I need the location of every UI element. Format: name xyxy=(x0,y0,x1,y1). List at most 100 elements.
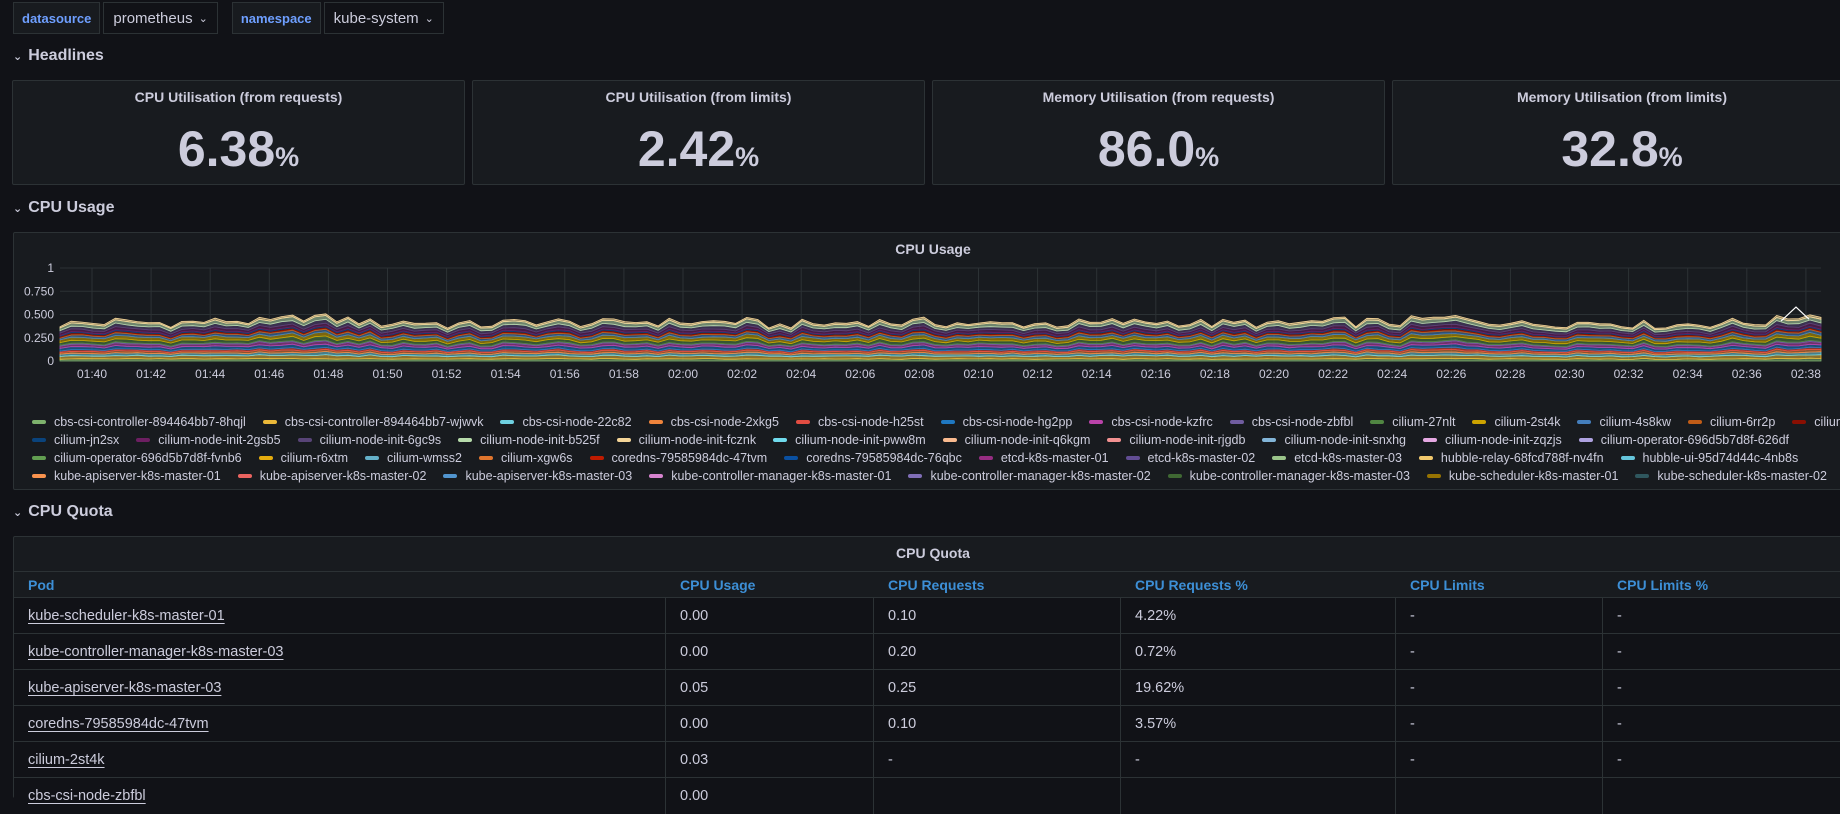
legend-item[interactable]: cilium-4s8kw xyxy=(1577,413,1671,431)
legend-item[interactable]: cilium-hvhkg xyxy=(1792,413,1840,431)
legend-label: cilium-node-init-zqzjs xyxy=(1445,433,1562,447)
legend-item[interactable]: cbs-csi-controller-894464bb7-8hqjl xyxy=(32,413,246,431)
legend-item[interactable]: etcd-k8s-master-02 xyxy=(1125,449,1255,467)
legend-item[interactable]: kube-scheduler-k8s-master-01 xyxy=(1426,467,1618,485)
pod-link[interactable]: cbs-csi-node-zbfbl xyxy=(28,788,146,804)
legend-item[interactable]: cilium-node-init-2gsb5 xyxy=(136,431,281,449)
column-header-cpu-requests-pct[interactable]: CPU Requests % xyxy=(1135,577,1248,593)
datasource-select[interactable]: prometheus ⌄ xyxy=(103,2,218,34)
legend-item[interactable]: etcd-k8s-master-03 xyxy=(1272,449,1402,467)
legend-swatch xyxy=(649,474,664,478)
legend-item[interactable]: cbs-csi-node-kzfrc xyxy=(1089,413,1213,431)
legend-item[interactable]: hubble-relay-68fcd788f-nv4fn xyxy=(1418,449,1604,467)
namespace-select[interactable]: kube-system ⌄ xyxy=(323,2,444,34)
legend-item[interactable]: cbs-csi-controller-894464bb7-wjwvk xyxy=(262,413,483,431)
pod-link[interactable]: kube-scheduler-k8s-master-01 xyxy=(28,608,225,624)
legend-item[interactable]: coredns-79585984dc-76qbc xyxy=(784,449,962,467)
chevron-down-icon: ⌄ xyxy=(424,12,434,25)
legend-item[interactable]: cbs-csi-node-22c82 xyxy=(500,413,632,431)
legend-item[interactable]: cbs-csi-node-hg2pp xyxy=(940,413,1072,431)
legend-item[interactable]: cilium-wmss2 xyxy=(364,449,462,467)
table-cell: 0.25 xyxy=(888,680,917,696)
legend-item[interactable]: kube-apiserver-k8s-master-03 xyxy=(443,467,632,485)
x-tick-label: 02:26 xyxy=(1436,367,1466,381)
legend-item[interactable]: cilium-node-init-q6kgm xyxy=(942,431,1090,449)
legend-item[interactable]: kube-controller-manager-k8s-master-01 xyxy=(649,467,891,485)
legend-item[interactable]: cilium-node-init-rjgdb xyxy=(1107,431,1245,449)
column-header-cpu-limits[interactable]: CPU Limits xyxy=(1410,577,1485,593)
column-header-pod[interactable]: Pod xyxy=(28,577,55,593)
table-row[interactable]: kube-scheduler-k8s-master-01 0.00 0.10 4.22… xyxy=(14,597,1840,634)
namespace-label: namespace xyxy=(231,2,321,34)
legend-item[interactable]: cilium-2st4k xyxy=(1472,413,1560,431)
legend-item[interactable]: kube-controller-manager-k8s-master-03 xyxy=(1167,467,1410,485)
cpu-usage-chart: 0 0.250 0.500 0.750 1 01:40 01:42 01:44 01:46 01:… xyxy=(24,261,1822,381)
legend-label: coredns-79585984dc-47tvm xyxy=(611,451,768,465)
panel-title: CPU Quota xyxy=(896,545,970,561)
legend-item[interactable]: coredns-79585984dc-47tvm xyxy=(589,449,768,467)
x-tick-label: 02:22 xyxy=(1318,367,1348,381)
legend-item[interactable]: cilium-operator-696d5b7d8f-626df xyxy=(1578,431,1789,449)
legend-item[interactable]: kube-apiserver-k8s-master-02 xyxy=(237,467,426,485)
legend-label: cilium-xgw6s xyxy=(500,451,573,465)
legend-item[interactable]: cilium-node-init-fcznk xyxy=(616,431,756,449)
legend-item[interactable]: kube-apiserver-k8s-master-01 xyxy=(32,467,221,485)
column-header-cpu-usage[interactable]: CPU Usage xyxy=(680,577,756,593)
legend-item[interactable]: cilium-node-init-6gc9s xyxy=(297,431,441,449)
column-divider xyxy=(1120,634,1121,670)
table-row[interactable]: cilium-2st4k 0.03 - - - - xyxy=(14,741,1840,778)
legend-swatch xyxy=(458,438,473,442)
legend-item[interactable]: cilium-node-init-b525f xyxy=(458,431,600,449)
pod-link[interactable]: coredns-79585984dc-47tvm xyxy=(28,716,209,732)
x-tick-label: 02:32 xyxy=(1614,367,1644,381)
x-tick-label: 02:38 xyxy=(1791,367,1821,381)
legend-item[interactable]: etcd-k8s-master-01 xyxy=(978,449,1109,467)
legend-item[interactable]: kube-controller-manager-k8s-master-02 xyxy=(908,467,1151,485)
pod-link[interactable]: kube-controller-manager-k8s-master-03 xyxy=(28,644,284,660)
legend-label: etcd-k8s-master-03 xyxy=(1294,451,1402,465)
legend-item[interactable]: cbs-csi-node-zbfbl xyxy=(1229,413,1353,431)
row-cpu-usage[interactable]: ⌄ CPU Usage xyxy=(13,197,114,219)
table-row[interactable]: kube-apiserver-k8s-master-03 0.05 0.25 19.6… xyxy=(14,669,1840,706)
table-row[interactable]: kube-controller-manager-k8s-master-03 0.0… xyxy=(14,633,1840,670)
table-cell: 0.10 xyxy=(888,608,917,624)
legend-swatch xyxy=(1578,438,1593,442)
legend-item[interactable]: cilium-node-init-pww8m xyxy=(773,431,926,449)
legend-swatch xyxy=(237,474,252,478)
x-tick-label: 02:24 xyxy=(1377,367,1407,381)
legend-item[interactable]: cilium-6rr2p xyxy=(1688,413,1775,431)
table-cell: - xyxy=(1410,716,1415,732)
x-tick-label: 02:16 xyxy=(1141,367,1171,381)
table-row[interactable]: coredns-79585984dc-47tvm 0.00 0.10 3.57% - - xyxy=(14,705,1840,742)
pod-link[interactable]: cilium-2st4k xyxy=(28,752,105,768)
legend-label: cilium-r6xtm xyxy=(280,451,348,465)
table-cell: 19.62% xyxy=(1135,680,1185,696)
legend-item[interactable]: cbs-csi-node-2xkg5 xyxy=(648,413,779,431)
row-cpu-quota[interactable]: ⌄ CPU Quota xyxy=(13,501,113,523)
table-row[interactable]: cbs-csi-node-zbfbl 0.00 xyxy=(14,777,1840,814)
legend-row: kube-apiserver-k8s-master-01 kube-apiserv… xyxy=(32,467,1832,485)
stat-title: Memory Utilisation (from requests) xyxy=(1042,89,1275,105)
column-header-cpu-limits-pct[interactable]: CPU Limits % xyxy=(1617,577,1709,593)
legend-item[interactable]: hubble-ui-95d74d44c-4nb8s xyxy=(1620,449,1798,467)
column-divider xyxy=(665,742,666,778)
row-headlines[interactable]: ⌄ Headlines xyxy=(13,45,104,67)
legend-swatch xyxy=(262,420,277,424)
legend-item[interactable]: cilium-node-init-snxhg xyxy=(1262,431,1406,449)
legend-item[interactable]: cilium-r6xtm xyxy=(258,449,348,467)
cpu-usage-panel: CPU Usage 0 0.250 0.500 0.750 1 01:40 01:42 01:… xyxy=(13,232,1840,490)
legend-item[interactable]: cilium-27nlt xyxy=(1370,413,1455,431)
legend-item[interactable]: cilium-node-init-zqzjs xyxy=(1423,431,1562,449)
legend-item[interactable]: cilium-xgw6s xyxy=(478,449,573,467)
legend-swatch xyxy=(500,420,515,424)
legend-item[interactable]: cilium-jn2sx xyxy=(32,431,119,449)
column-header-cpu-requests[interactable]: CPU Requests xyxy=(888,577,985,593)
column-divider xyxy=(1602,670,1603,706)
pod-link[interactable]: kube-apiserver-k8s-master-03 xyxy=(28,680,222,696)
legend-item[interactable]: kube-scheduler-k8s-master-02 xyxy=(1635,467,1827,485)
column-divider xyxy=(1602,706,1603,742)
legend-item[interactable]: cbs-csi-node-h25st xyxy=(795,413,924,431)
legend-item[interactable]: cilium-operator-696d5b7d8f-fvnb6 xyxy=(32,449,242,467)
legend-label: cbs-csi-node-kzfrc xyxy=(1111,415,1213,429)
legend-row: cilium-jn2sx cilium-node-init-2gsb5 cilium… xyxy=(32,431,1832,449)
